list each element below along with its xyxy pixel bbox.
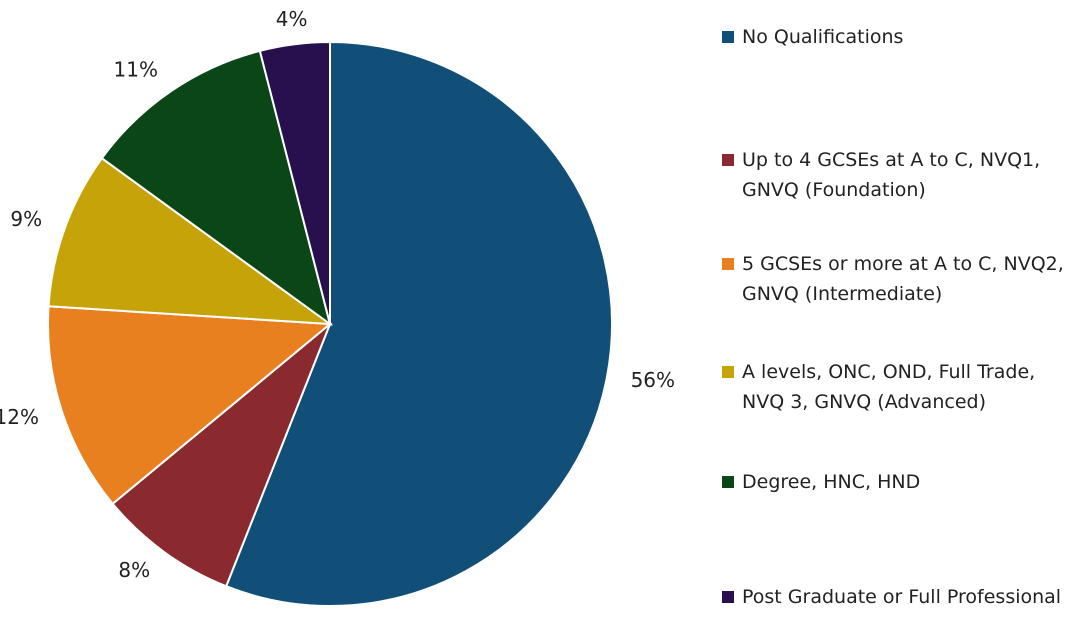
pie-slice (111, 323, 331, 588)
legend-swatch (722, 476, 734, 488)
legend-label: A levels, ONC, OND, Full Trade, NVQ 3, G… (742, 361, 1036, 413)
legend-swatch (722, 591, 734, 603)
pie-slice (258, 40, 331, 325)
data-label: 12% (0, 405, 39, 429)
legend-entry: Degree, HNC, HND (722, 467, 1077, 497)
legend-swatch (722, 31, 734, 43)
legend-swatch (722, 366, 734, 378)
legend-label: Post Graduate or Full Professional (742, 586, 1062, 608)
data-label: 8% (118, 558, 150, 582)
legend-label: 5 GCSEs or more at A to C, NVQ2, GNVQ (I… (742, 253, 1064, 305)
pie-slice (100, 49, 332, 327)
data-label: 9% (10, 207, 42, 231)
data-label: 4% (276, 7, 308, 31)
pie-slice (47, 156, 334, 326)
legend-label: No Qualifications (742, 26, 904, 48)
legend-label: Up to 4 GCSEs at A to C, NVQ1, GNVQ (Fou… (742, 149, 1041, 201)
legend-label: Degree, HNC, HND (742, 471, 921, 493)
data-label: 56% (631, 368, 675, 392)
legend-swatch (722, 258, 734, 270)
legend-entry: Post Graduate or Full Professional (722, 582, 1077, 612)
legend-swatch (722, 154, 734, 166)
legend-entry: 5 GCSEs or more at A to C, NVQ2, GNVQ (I… (722, 249, 1077, 309)
data-label: 11% (114, 57, 158, 81)
legend-entry: No Qualifications (722, 22, 1077, 52)
legend-entry: Up to 4 GCSEs at A to C, NVQ1, GNVQ (Fou… (722, 145, 1077, 205)
pie-slice (224, 40, 613, 607)
pie-slice (47, 305, 333, 506)
legend-entry: A levels, ONC, OND, Full Trade, NVQ 3, G… (722, 357, 1077, 417)
